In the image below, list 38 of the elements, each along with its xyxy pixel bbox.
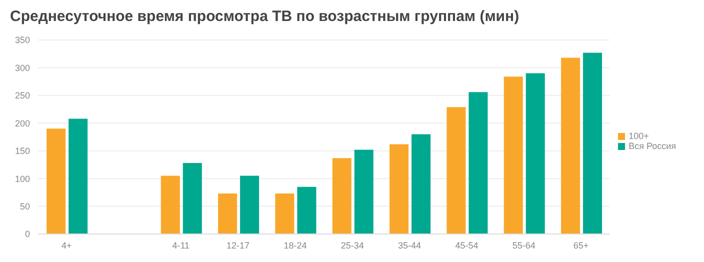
y-tick-label: 0 xyxy=(24,229,30,240)
x-tick-label: 65+ xyxy=(573,240,589,250)
bar xyxy=(275,194,294,234)
legend-label: 100+ xyxy=(628,131,649,141)
bar xyxy=(68,118,88,234)
bar xyxy=(412,134,431,234)
bar xyxy=(46,128,66,234)
bar xyxy=(297,186,316,234)
y-tick-label: 350 xyxy=(14,35,30,46)
y-tick-label: 100 xyxy=(14,174,30,184)
bar xyxy=(561,58,580,234)
x-tick-label: 4+ xyxy=(61,240,72,250)
x-tick-label: 4-11 xyxy=(172,240,190,250)
bar xyxy=(160,176,180,234)
chart-title: Среднесуточное время просмотра ТВ по возрастным группам (мин) xyxy=(9,8,520,27)
y-tick-label: 200 xyxy=(14,118,30,128)
legend-label: Вся Россия xyxy=(628,141,676,151)
bar xyxy=(583,52,602,234)
y-tick-label: 250 xyxy=(14,90,30,101)
bar xyxy=(354,150,374,234)
bar xyxy=(390,144,409,234)
bar xyxy=(182,163,202,234)
bar xyxy=(526,73,545,234)
bar xyxy=(468,92,488,234)
y-tick-label: 150 xyxy=(14,146,30,156)
bar xyxy=(504,76,523,234)
x-tick-label: 35-44 xyxy=(398,240,422,250)
bar xyxy=(218,194,238,234)
bar xyxy=(332,158,352,234)
bar xyxy=(240,176,260,234)
x-tick-label: 18-24 xyxy=(284,240,307,250)
x-tick-label: 25-34 xyxy=(340,240,364,250)
bar xyxy=(446,107,466,234)
x-tick-label: 55-64 xyxy=(512,240,536,250)
y-tick-label: 300 xyxy=(14,62,30,73)
x-tick-label: 12-17 xyxy=(226,240,250,250)
x-tick-label: 45-54 xyxy=(455,240,478,250)
y-tick-label: 50 xyxy=(20,201,30,212)
